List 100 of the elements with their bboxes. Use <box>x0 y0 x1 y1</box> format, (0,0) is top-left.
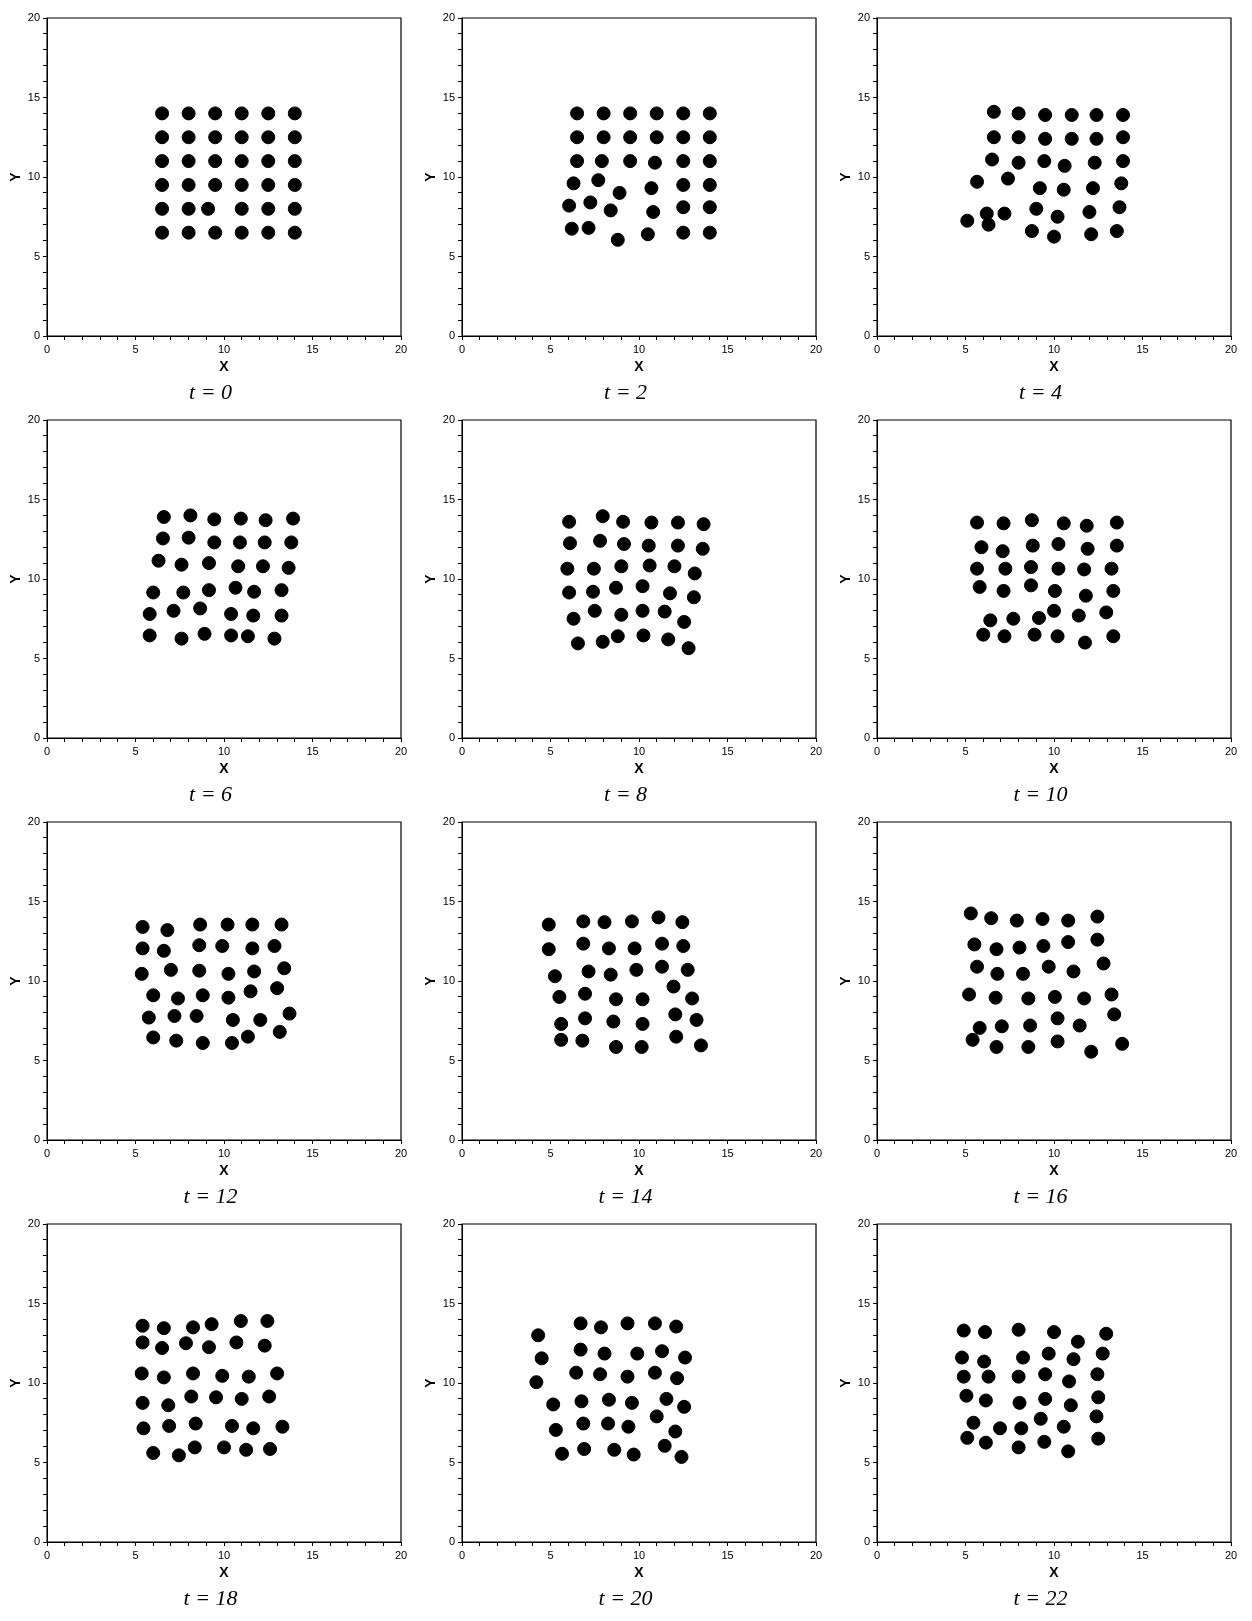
point <box>620 1369 635 1384</box>
point <box>670 515 685 530</box>
y-tick-label: 10 <box>442 974 456 987</box>
y-tick-label: 0 <box>863 329 871 342</box>
point <box>208 130 223 145</box>
point <box>1047 583 1062 598</box>
point <box>647 155 662 170</box>
point <box>263 1441 278 1456</box>
point <box>274 583 289 598</box>
point <box>234 225 249 240</box>
y-tick-label: 15 <box>857 90 871 103</box>
point <box>624 914 639 929</box>
point <box>647 1316 662 1331</box>
x-tick-label: 15 <box>1136 342 1149 355</box>
point <box>1056 182 1071 197</box>
point <box>635 992 650 1007</box>
y-tick-label: 0 <box>863 731 871 744</box>
x-tick-label: 15 <box>1136 1548 1149 1561</box>
x-tick-label: 10 <box>632 1146 646 1159</box>
point <box>234 106 249 121</box>
point <box>189 1008 204 1023</box>
point <box>583 195 598 210</box>
point <box>1116 107 1131 122</box>
point <box>1029 201 1044 216</box>
x-tick-label: 5 <box>547 744 554 757</box>
y-tick-label: 20 <box>442 11 456 24</box>
point <box>702 106 717 121</box>
point <box>247 964 262 979</box>
point <box>612 185 627 200</box>
point <box>1078 588 1093 603</box>
y-tick-label: 5 <box>448 249 456 262</box>
point <box>234 130 249 145</box>
point <box>978 1393 993 1408</box>
point <box>1038 107 1053 122</box>
point <box>970 561 985 576</box>
point <box>1011 106 1026 121</box>
point <box>956 1323 971 1338</box>
point <box>986 104 1001 119</box>
y-tick-label: 5 <box>863 249 871 262</box>
point <box>1084 1044 1099 1059</box>
point <box>702 177 717 192</box>
point <box>702 154 717 169</box>
point <box>670 1371 685 1386</box>
point <box>261 225 276 240</box>
x-tick-label: 20 <box>809 744 823 757</box>
x-tick-label: 15 <box>306 744 319 757</box>
x-axis-title: X <box>1049 760 1060 777</box>
x-tick-label: 20 <box>394 342 408 355</box>
point <box>960 213 975 228</box>
x-tick-label: 20 <box>1224 744 1238 757</box>
point <box>562 198 577 213</box>
point <box>1109 538 1124 553</box>
point <box>570 154 585 169</box>
point <box>195 1036 210 1051</box>
point <box>255 559 270 574</box>
point <box>994 1019 1009 1034</box>
y-tick-label: 20 <box>27 815 41 828</box>
point <box>1061 935 1076 950</box>
point <box>1012 1395 1027 1410</box>
point <box>601 941 616 956</box>
point <box>287 130 302 145</box>
point <box>662 586 677 601</box>
y-tick-label: 10 <box>857 572 871 585</box>
point <box>978 1325 992 1340</box>
y-tick-label: 20 <box>857 413 871 426</box>
y-tick-label: 5 <box>863 1053 871 1066</box>
point <box>1104 987 1119 1002</box>
point <box>221 990 236 1005</box>
point <box>287 201 302 216</box>
point <box>217 1440 232 1455</box>
point <box>1064 131 1079 146</box>
point <box>547 969 562 984</box>
point <box>609 992 624 1007</box>
point <box>224 1418 239 1433</box>
x-axis-title: X <box>634 358 645 375</box>
point <box>183 508 198 523</box>
point <box>630 1346 645 1361</box>
point <box>554 1032 569 1047</box>
point <box>1051 561 1066 576</box>
point <box>965 1032 980 1047</box>
x-tick-label: 15 <box>306 1548 319 1561</box>
point <box>151 553 166 568</box>
point <box>578 1011 593 1026</box>
x-tick-label: 15 <box>1136 1146 1149 1159</box>
point <box>977 1354 992 1369</box>
point <box>655 1344 670 1359</box>
point <box>1104 561 1119 576</box>
y-tick-label: 0 <box>33 329 41 342</box>
point <box>1071 608 1086 623</box>
point <box>610 232 625 247</box>
point <box>601 1392 616 1407</box>
point <box>169 1033 184 1048</box>
point <box>232 535 247 550</box>
point <box>155 106 170 121</box>
point <box>257 1338 272 1353</box>
y-axis-title: Y <box>422 171 439 182</box>
point <box>155 225 170 240</box>
x-tick-label: 5 <box>132 744 139 757</box>
point <box>141 1010 156 1025</box>
point <box>956 1369 971 1384</box>
